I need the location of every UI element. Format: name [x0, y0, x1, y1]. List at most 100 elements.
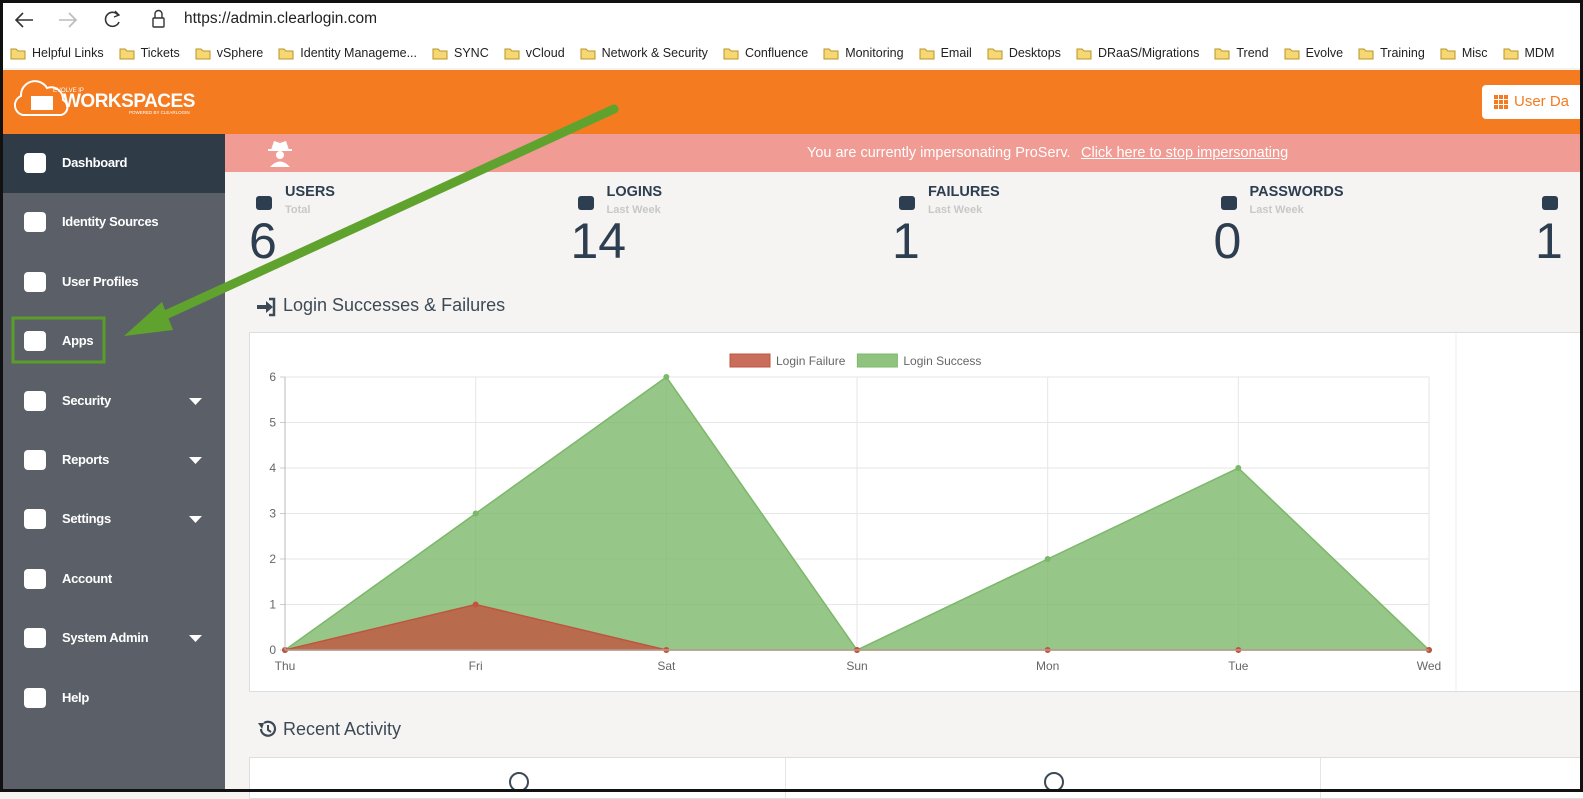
stop-impersonating-link[interactable]: Click here to stop impersonating — [1081, 145, 1289, 161]
stat-sub: Total — [285, 204, 311, 216]
y-tick-label: 3 — [269, 507, 276, 521]
stat-label: USERS — [285, 184, 335, 200]
nav-item[interactable]: Security — [3, 372, 225, 431]
x-tick-label: Thu — [275, 659, 296, 673]
nav-item[interactable]: Apps — [3, 312, 225, 371]
bookmark[interactable]: MDM — [1503, 46, 1554, 60]
bookmark[interactable]: vCloud — [504, 46, 565, 60]
legend-label: Login Success — [903, 354, 981, 368]
nav-item[interactable]: Help — [3, 669, 225, 728]
y-tick-label: 6 — [269, 370, 276, 384]
bookmark[interactable]: Trend — [1214, 46, 1269, 60]
lock-shackle — [154, 9, 163, 18]
stat-value: 6 — [249, 213, 277, 269]
stat-value: 0 — [1213, 213, 1242, 269]
reload-arrow — [113, 10, 121, 18]
logo-sub: POWERED BY CLEARLOGIN — [129, 110, 190, 115]
folder-icon — [1358, 48, 1374, 59]
divider — [1320, 758, 1321, 798]
back-button[interactable] — [14, 12, 33, 28]
folder-icon — [1076, 48, 1092, 59]
nav-icon — [24, 390, 46, 411]
y-tick-label: 0 — [269, 643, 276, 657]
nav-icon — [24, 212, 46, 233]
button-label: User Da — [1514, 93, 1570, 110]
dropdown-caret[interactable] — [189, 635, 203, 643]
reload-button[interactable] — [104, 11, 120, 28]
folder-icon — [119, 48, 135, 59]
bookmark[interactable]: DRaaS/Migrations — [1076, 46, 1199, 60]
bookmark[interactable]: Training — [1358, 46, 1425, 60]
stat-sub: Last Week — [1249, 204, 1304, 216]
nav-label: Security — [62, 392, 111, 408]
x-tick-label: Tue — [1228, 659, 1249, 673]
url-bar[interactable]: https://admin.clearlogin.com — [184, 10, 377, 27]
y-tick-label: 2 — [269, 552, 276, 566]
bookmark-label: Monitoring — [845, 46, 904, 60]
nav-item[interactable]: Reports — [3, 431, 225, 490]
dropdown-caret[interactable] — [189, 457, 203, 465]
bookmark-label: Network & Security — [601, 46, 708, 60]
dropdown-caret[interactable] — [189, 397, 203, 406]
stat-label: LOGINS — [606, 184, 663, 200]
area — [282, 375, 1431, 651]
y-tick-label: 4 — [269, 461, 276, 475]
bookmark[interactable]: Identity Manageme... — [278, 46, 417, 60]
nav-item[interactable]: Dashboard — [3, 134, 225, 193]
nav-label: Apps — [62, 333, 94, 349]
stat-icon — [256, 196, 272, 210]
bookmark[interactable]: Email — [919, 46, 972, 60]
x-tick-label: Mon — [1036, 659, 1059, 673]
stat-label: PASSWORDS — [1249, 184, 1344, 200]
nav-label: User Profiles — [62, 273, 139, 289]
point — [663, 374, 670, 380]
divider — [785, 758, 786, 798]
y-tick-label: 5 — [269, 416, 276, 430]
nav-item[interactable]: Account — [3, 550, 225, 609]
logo-screen — [31, 96, 53, 110]
bookmark[interactable]: Tickets — [119, 46, 180, 60]
point — [1044, 556, 1051, 562]
forward-button[interactable] — [59, 12, 78, 28]
nav-label: Dashboard — [62, 155, 128, 170]
folder-icon — [278, 48, 294, 59]
nav-item[interactable]: User Profiles — [3, 253, 225, 312]
bookmark-label: DRaaS/Migrations — [1097, 46, 1200, 60]
nav-icon — [24, 687, 46, 708]
dropdown-caret[interactable] — [189, 516, 203, 524]
user-dashboard-button[interactable]: User Da — [1482, 85, 1583, 119]
bookmark[interactable]: Network & Security — [580, 46, 708, 60]
nav-item[interactable]: Identity Sources — [3, 193, 225, 252]
bookmark[interactable]: Evolve — [1284, 46, 1343, 60]
nav-icon — [24, 509, 46, 530]
stat-sub: Last Week — [606, 204, 661, 216]
folder-icon — [195, 48, 211, 59]
logo[interactable]: EVOLVE IP WORKSPACES POWERED BY CLEARLOG… — [11, 70, 211, 134]
nav-label: System Admin — [62, 630, 149, 646]
bookmark[interactable]: Misc — [1440, 46, 1488, 60]
bookmark[interactable]: SYNC — [432, 46, 489, 60]
bookmark[interactable]: vSphere — [195, 46, 263, 60]
nav-item[interactable]: Settings — [3, 490, 225, 549]
nav-icon — [24, 568, 46, 589]
folder-icon — [1440, 48, 1456, 59]
bookmark[interactable]: Confluence — [723, 46, 808, 60]
bookmark[interactable]: Desktops — [987, 46, 1061, 60]
recent-activity-panel — [249, 757, 1583, 799]
activity-icon — [509, 772, 529, 792]
nav-item[interactable]: System Admin — [3, 609, 225, 668]
x-tick-label: Fri — [469, 659, 483, 673]
bookmark-label: vCloud — [525, 46, 565, 60]
bookmark[interactable]: Monitoring — [823, 46, 904, 60]
point — [1235, 465, 1242, 471]
nav-icon — [24, 450, 46, 470]
logo-cloud — [13, 80, 69, 116]
legend-swatch — [856, 353, 898, 368]
nav-icon — [24, 628, 46, 649]
sidebar: Dashboard Identity Sources User Profiles Ap… — [3, 134, 225, 792]
folder-icon — [919, 48, 935, 59]
stat-icon — [577, 196, 594, 210]
bookmark[interactable]: Helpful Links — [10, 46, 104, 60]
folder-icon — [504, 48, 520, 59]
nav-icon — [24, 153, 46, 173]
